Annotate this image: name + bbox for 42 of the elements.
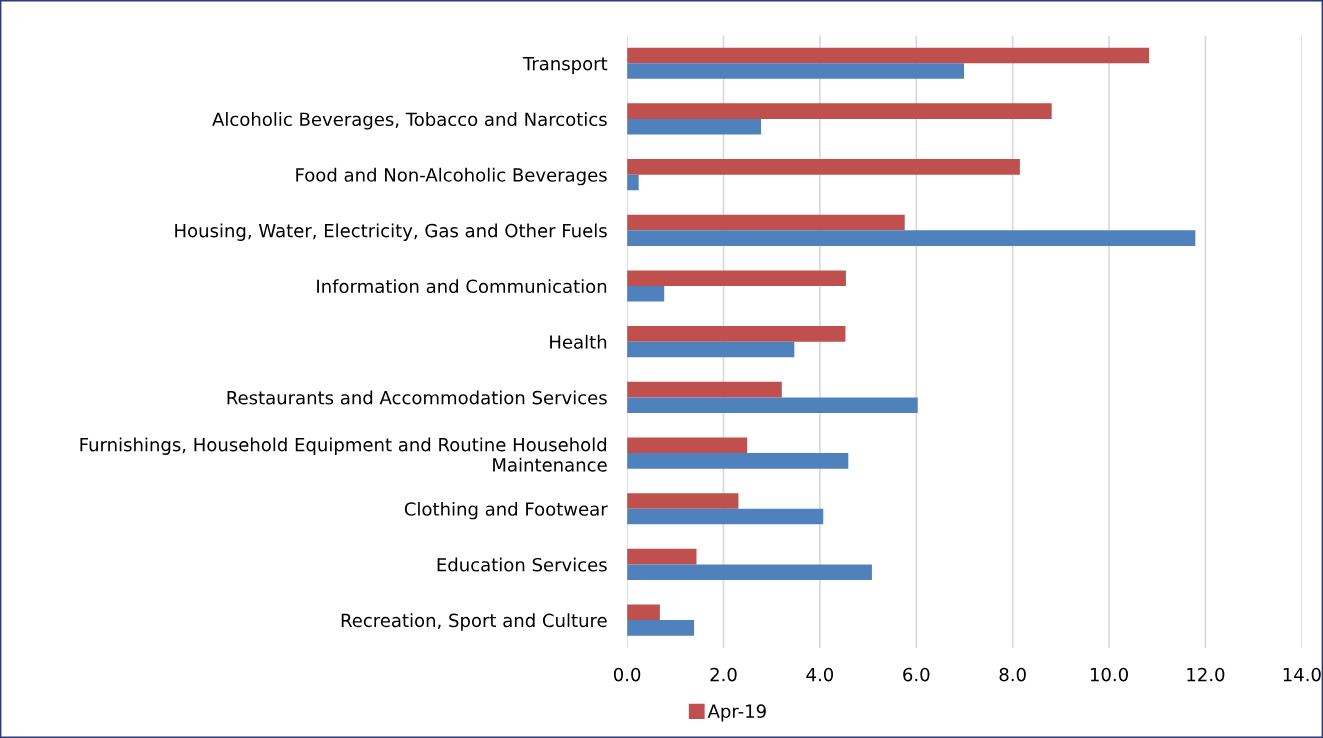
x-tick-label: 0.0: [613, 667, 641, 682]
x-tick-label: 4.0: [806, 667, 834, 682]
y-tick-label: Clothing and Footwear: [404, 501, 608, 520]
bar: [627, 270, 846, 287]
bar: [627, 604, 660, 621]
bar: [627, 397, 918, 413]
bar: [627, 286, 665, 302]
bar: [627, 493, 739, 509]
x-tick-label: 8.0: [999, 667, 1026, 682]
x-tick-label: 6.0: [903, 667, 930, 682]
bar: [627, 341, 795, 358]
legend-label: Apr-19: [707, 704, 766, 722]
bar: [627, 63, 964, 79]
x-tick-label: 2.0: [710, 667, 737, 682]
bar: [627, 118, 762, 135]
y-tick-label: Recreation, Sport and Culture: [341, 613, 607, 631]
y-tick-label: Food and Non-Alcoholic Beverages: [296, 167, 607, 186]
bar: [627, 508, 824, 525]
bar: [627, 437, 748, 454]
bar: [627, 548, 697, 565]
y-tick-label: Furnishings, Household Equipment and Routine Household Maintenance: [80, 437, 607, 472]
x-tick-label: 12.0: [1187, 667, 1225, 682]
y-tick-label: Housing, Water, Electricity, Gas and Other Fuels: [175, 223, 607, 241]
bar: [627, 564, 872, 581]
bar: [627, 214, 905, 231]
y-tick-label: Education Services: [437, 557, 607, 572]
y-tick-label: Alcoholic Beverages, Tobacco and Narcotics: [212, 112, 607, 130]
y-tick-label: Health: [550, 334, 607, 349]
x-tick-label: 14.0: [1283, 667, 1321, 682]
bar: [627, 453, 849, 469]
bar: [627, 620, 695, 636]
bar: [627, 326, 846, 342]
bar: [627, 47, 1150, 64]
bar: [627, 159, 1020, 175]
y-tick-label: Restaurants and Accommodation Services: [227, 390, 607, 405]
bar: [627, 174, 639, 191]
bar: [627, 381, 782, 398]
y-tick-label: Information and Communication: [317, 279, 607, 294]
bar: [627, 103, 1052, 119]
bar: [627, 230, 1196, 246]
x-tick-label: 10.0: [1090, 667, 1128, 682]
y-tick-label: Transport: [522, 56, 608, 74]
